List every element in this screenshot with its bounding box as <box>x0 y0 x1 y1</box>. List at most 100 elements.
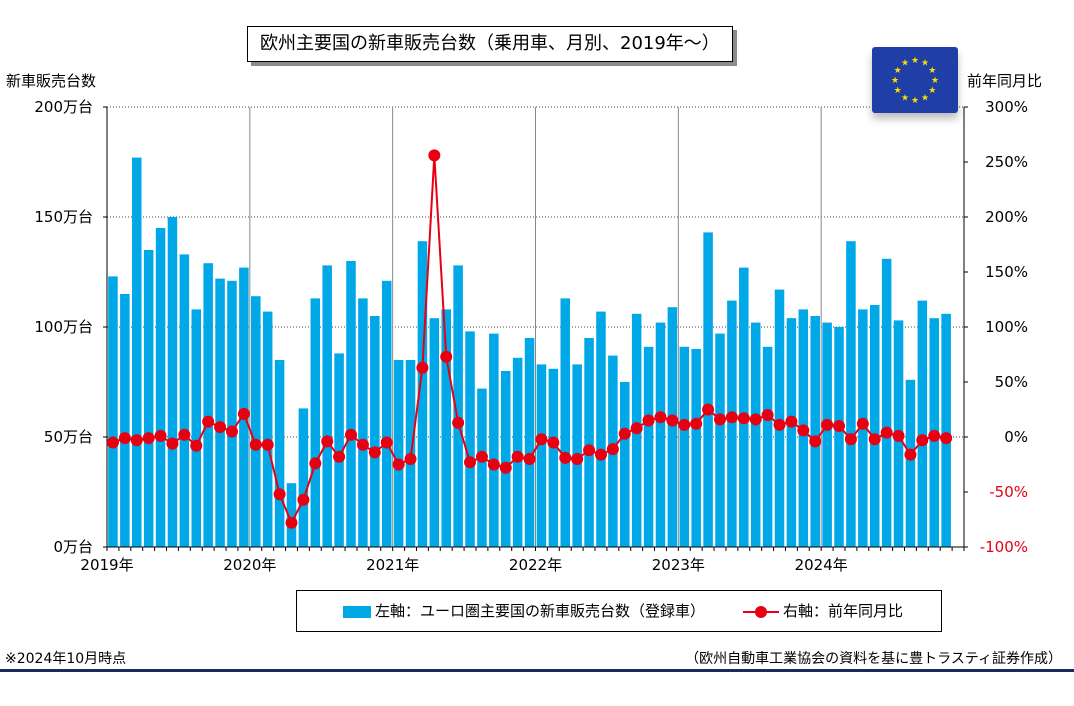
bar <box>322 265 332 547</box>
flag-star-icon: ★ <box>891 76 899 86</box>
bar <box>881 258 892 547</box>
yoy-point <box>868 433 881 446</box>
bar <box>441 309 451 547</box>
bar <box>453 265 463 547</box>
x-tick-label: 2024年 <box>795 556 848 574</box>
yoy-point <box>606 443 619 456</box>
yoy-point <box>666 414 679 427</box>
bar <box>500 371 511 547</box>
bar <box>251 296 261 547</box>
bar <box>560 298 571 547</box>
bar <box>429 318 440 547</box>
bar <box>108 276 118 547</box>
flag-star-icon: ★ <box>931 76 939 86</box>
yoy-point <box>225 425 238 438</box>
bar <box>584 338 594 547</box>
yoy-point <box>618 427 631 440</box>
bar <box>179 254 190 547</box>
left-tick-label: 0万台 <box>53 538 93 556</box>
bar <box>691 349 701 547</box>
yoy-point <box>273 488 286 501</box>
yoy-point <box>821 418 834 431</box>
yoy-point <box>261 438 274 451</box>
bar <box>298 408 309 547</box>
bar <box>274 360 285 547</box>
bar <box>774 289 785 547</box>
bar <box>167 217 178 547</box>
legend-item-bars: 左軸：ユーロ圏主要国の新車販売台数（登録車） <box>343 591 705 631</box>
yoy-point <box>499 461 512 474</box>
legend-item-line: 右軸：前年同月比 <box>743 591 903 631</box>
yoy-point <box>702 403 715 416</box>
right-tick-label: 50% <box>995 373 1028 391</box>
right-tick-label: 100% <box>985 318 1028 336</box>
yoy-point <box>737 412 750 425</box>
yoy-point <box>428 149 441 162</box>
right-tick-label: -100% <box>980 538 1028 556</box>
x-tick-label: 2020年 <box>223 556 276 574</box>
yoy-point <box>547 436 560 449</box>
bar <box>667 307 678 547</box>
bar <box>620 382 630 547</box>
yoy-point <box>630 422 643 435</box>
yoy-point <box>642 414 655 427</box>
yoy-point <box>559 451 572 464</box>
yoy-point <box>464 456 477 469</box>
legend: 左軸：ユーロ圏主要国の新車販売台数（登録車） 右軸：前年同月比 <box>296 590 942 632</box>
bar <box>346 261 356 547</box>
yoy-point <box>487 458 500 471</box>
right-tick-label: -50% <box>989 483 1028 501</box>
bar <box>286 483 297 547</box>
flag-star-icon: ★ <box>921 93 929 103</box>
legend-line-label: 右軸：前年同月比 <box>783 602 904 620</box>
yoy-point <box>309 457 322 470</box>
bar <box>536 364 547 547</box>
yoy-point <box>511 450 524 463</box>
bar <box>548 368 559 547</box>
bar <box>596 311 606 547</box>
bar <box>762 346 773 547</box>
bar <box>370 316 380 547</box>
bar <box>715 333 725 547</box>
bar <box>143 250 154 547</box>
yoy-point <box>809 435 822 448</box>
flag-star-icon: ★ <box>901 59 909 69</box>
right-tick-label: 0% <box>1004 428 1028 446</box>
yoy-point <box>690 417 703 430</box>
yoy-point <box>333 450 346 463</box>
yoy-point <box>166 437 179 450</box>
right-axis-title: 前年同月比 <box>967 72 1043 90</box>
bar <box>358 298 368 547</box>
yoy-point <box>392 458 405 471</box>
bar <box>750 322 761 547</box>
bar <box>489 333 499 547</box>
bar <box>262 311 273 547</box>
yoy-point <box>321 435 334 448</box>
yoy-point <box>190 439 203 452</box>
yoy-point <box>380 436 393 449</box>
legend-line-swatch <box>743 605 779 619</box>
yoy-point <box>356 438 369 451</box>
bar <box>869 305 880 547</box>
yoy-point <box>106 436 119 449</box>
x-tick-label: 2019年 <box>80 556 133 574</box>
legend-bar-swatch <box>343 605 371 618</box>
yoy-point <box>345 428 358 441</box>
yoy-point <box>118 432 131 445</box>
bar <box>834 327 844 547</box>
flag-star-icon: ★ <box>921 59 929 69</box>
bar <box>727 300 737 547</box>
yoy-point <box>475 450 488 463</box>
yoy-point <box>285 516 298 529</box>
yoy-point <box>594 448 607 461</box>
flag-star-icon: ★ <box>928 86 936 96</box>
bar <box>239 267 249 547</box>
yoy-point <box>142 432 155 445</box>
bar <box>334 353 344 547</box>
bar <box>703 232 713 547</box>
x-tick-label: 2021年 <box>366 556 419 574</box>
yoy-point <box>797 424 810 437</box>
bar <box>679 346 690 547</box>
yoy-point <box>249 438 262 451</box>
yoy-point <box>368 446 381 459</box>
